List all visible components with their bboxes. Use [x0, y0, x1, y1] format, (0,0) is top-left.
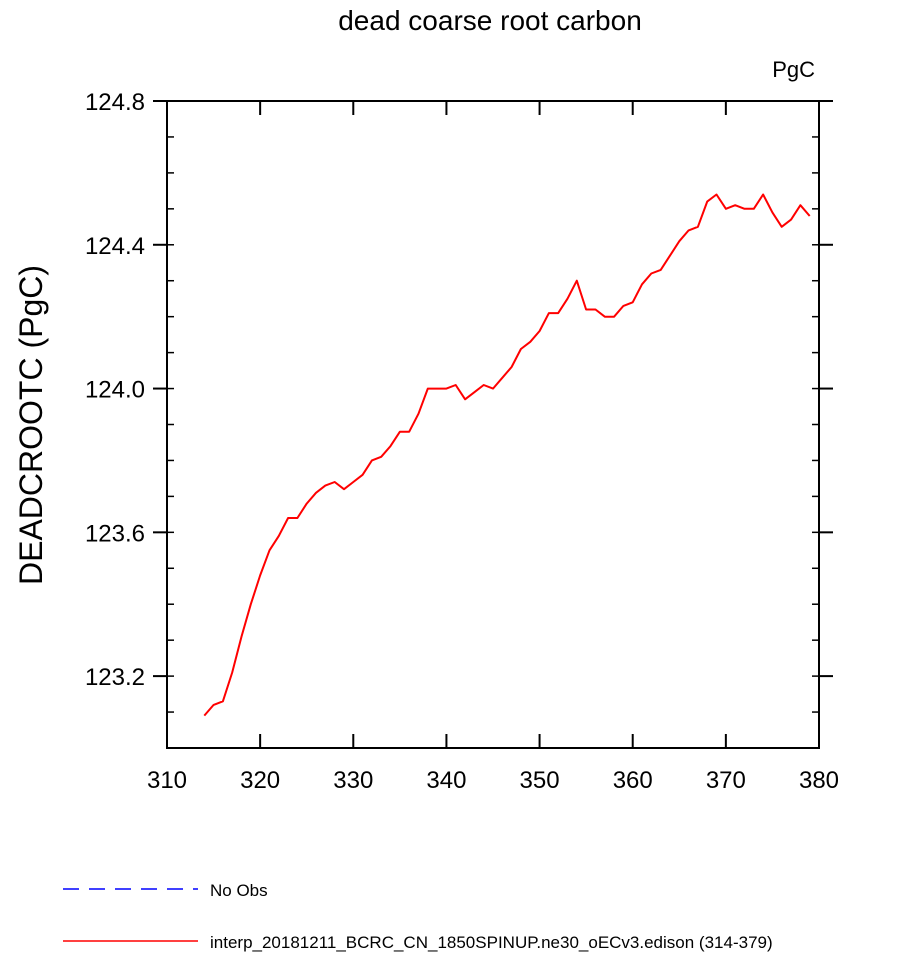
x-tick-label: 330	[333, 767, 373, 794]
series-layer	[203, 193, 811, 717]
y-tick-label: 123.6	[85, 520, 145, 547]
series-line-model	[203, 193, 811, 717]
x-tick-label: 350	[520, 767, 560, 794]
legend-label-model: interp_20181211_BCRC_CN_1850SPINUP.ne30_…	[210, 933, 773, 952]
x-tick-label: 310	[147, 767, 187, 794]
y-tick-label: 124.4	[85, 233, 145, 260]
x-tick-label: 320	[240, 767, 280, 794]
x-tick-label: 340	[426, 767, 466, 794]
y-tick-label: 124.0	[85, 377, 145, 404]
units-label: PgC	[772, 57, 815, 82]
chart-title: dead coarse root carbon	[338, 5, 642, 36]
axis-tick-labels: 310 320 330 340 350 360 370 380 123.2 123.6 124.0 1…	[85, 89, 839, 794]
x-tick-label: 380	[799, 767, 839, 794]
legend: No Obs interp_20181211_BCRC_CN_1850SPINU…	[63, 881, 773, 952]
legend-label-no-obs: No Obs	[210, 881, 268, 900]
x-tick-label: 360	[613, 767, 653, 794]
x-tick-label: 370	[706, 767, 746, 794]
y-axis-label: DEADCROOTC (PgC)	[13, 265, 49, 585]
y-tick-label: 124.8	[85, 89, 145, 116]
y-tick-label: 123.2	[85, 664, 145, 691]
axis-ticks	[153, 100, 833, 749]
plot-frame	[166, 100, 820, 749]
